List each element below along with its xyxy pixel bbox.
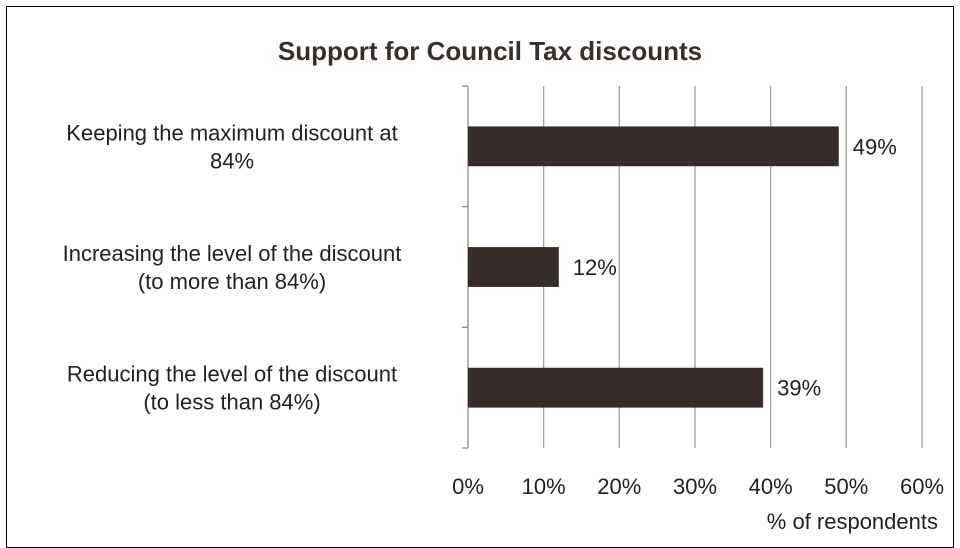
chart-title: Support for Council Tax discounts (278, 36, 702, 66)
x-tick-labels: 0% 10% 20% 30% 40% 50% 60% (452, 474, 944, 499)
category-labels: Keeping the maximum discount at 84% Increa… (63, 120, 402, 414)
x-tick-label: 40% (749, 474, 793, 499)
x-tick-label: 30% (673, 474, 717, 499)
x-tick-label: 60% (900, 474, 944, 499)
bar-chart: Support for Council Tax discounts 49% 12%… (63, 36, 944, 534)
x-axis-title: % of respondents (767, 509, 938, 534)
data-label: 12% (573, 255, 617, 280)
category-label: Increasing the level of the discount (63, 241, 402, 266)
data-label: 49% (853, 134, 897, 159)
category-label: Keeping the maximum discount at (66, 120, 397, 145)
bar (468, 247, 559, 287)
bar (468, 126, 839, 167)
category-axis (462, 85, 469, 449)
bars (468, 126, 839, 408)
x-tick-label: 20% (597, 474, 641, 499)
category-label: (to more than 84%) (138, 269, 326, 294)
x-tick-label: 50% (824, 474, 868, 499)
category-label: Reducing the level of the discount (67, 362, 397, 387)
category-label: (to less than 84%) (143, 390, 320, 415)
data-labels: 49% 12% 39% (573, 134, 897, 400)
category-label: 84% (210, 148, 254, 173)
bar (468, 367, 764, 408)
x-tick-label: 0% (452, 474, 484, 499)
x-tick-label: 10% (522, 474, 566, 499)
data-label: 39% (777, 376, 821, 401)
